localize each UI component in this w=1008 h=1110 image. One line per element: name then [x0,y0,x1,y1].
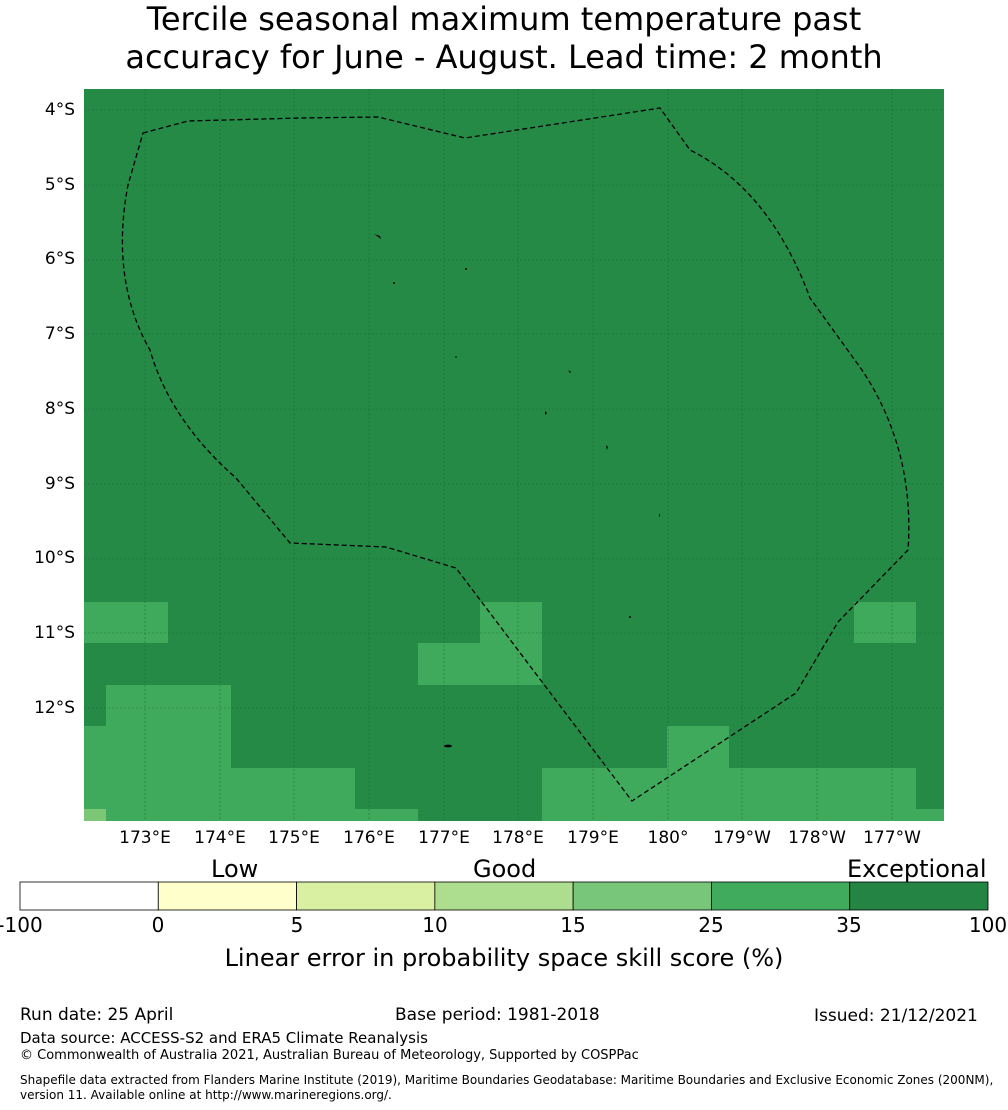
lat-label: 4°S [44,100,75,120]
lon-label: 174°E [194,828,246,848]
colorbar-tick: 35 [836,913,862,937]
title-line-2: accuracy for June - August. Lead time: 2… [125,38,883,76]
colorbar-segment [711,881,851,911]
skill-patch [542,768,916,809]
skill-patch [854,602,916,643]
lon-label: 175°E [268,828,320,848]
colorbar-title: Linear error in probability space skill … [224,944,784,972]
skill-patch [84,726,231,768]
lon-label: 179°E [567,828,619,848]
island [545,411,547,415]
graticule [84,89,944,821]
lat-label: 5°S [44,175,75,195]
colorbar-segment [849,881,989,911]
lon-label: 173°E [119,828,171,848]
colorbar [19,881,989,911]
category-exceptional: Exceptional [847,855,987,883]
skill-patch [418,643,542,685]
skill-patch [84,809,106,821]
lat-label: 8°S [44,399,75,419]
lon-label: 179°W [713,828,771,848]
islands [374,234,660,748]
lon-label: 177°W [863,828,921,848]
run-date: Run date: 25 April [20,1005,174,1025]
base-period: Base period: 1981-2018 [395,1005,600,1025]
title-line-1: Tercile seasonal maximum temperature pas… [146,0,862,38]
lat-label: 9°S [44,474,75,494]
skill-patch [480,602,542,643]
category-good: Good [473,855,537,883]
category-low: Low [211,855,259,883]
lon-label: 180° [647,828,689,848]
island [374,234,381,239]
shapefile-credit: Shapefile data extracted from Flanders M… [20,1073,994,1102]
skill-patch [916,809,944,821]
island [444,744,452,748]
colorbar-segment [572,881,712,911]
island [629,616,631,618]
skill-patch [106,685,231,726]
island [606,445,608,450]
skill-patch [84,809,418,821]
lat-label: 6°S [44,249,75,269]
copyright: © Commonwealth of Australia 2021, Austra… [20,1048,639,1063]
lat-label: 11°S [34,623,75,643]
lat-label: 7°S [44,324,75,344]
colorbar-tick: 25 [698,913,724,937]
colorbar-tick: 15 [560,913,586,937]
lon-label: 178°W [788,828,846,848]
map-title: Tercile seasonal maximum temperature pas… [0,0,1008,76]
island [465,268,467,270]
island [659,513,660,517]
island [455,356,457,358]
colorbar-tick: 0 [151,913,165,937]
skill-patch [542,809,916,821]
colorbar-tick: 5 [290,913,304,937]
island [568,370,571,373]
colorbar-tick: 100 [968,913,1008,937]
island [393,282,395,284]
lon-label: 178°E [492,828,544,848]
skill-patches [84,602,944,821]
issued-date: Issued: 21/12/2021 [814,1006,978,1026]
lat-label: 12°S [34,698,75,718]
colorbar-tick: -100 [0,913,43,937]
lon-label: 176°E [343,828,395,848]
colorbar-segment [434,881,574,911]
skill-patch [84,602,168,643]
eez-boundary [121,107,910,802]
lat-label: 10°S [34,548,75,568]
colorbar-segment [296,881,436,911]
skill-patch [84,768,355,809]
data-source: Data source: ACCESS-S2 and ERA5 Climate … [20,1029,428,1047]
colorbar-segment [157,881,297,911]
colorbar-tick: 10 [422,913,448,937]
colorbar-segment [19,881,159,911]
lon-label: 177°E [418,828,470,848]
skill-patch [667,726,729,768]
